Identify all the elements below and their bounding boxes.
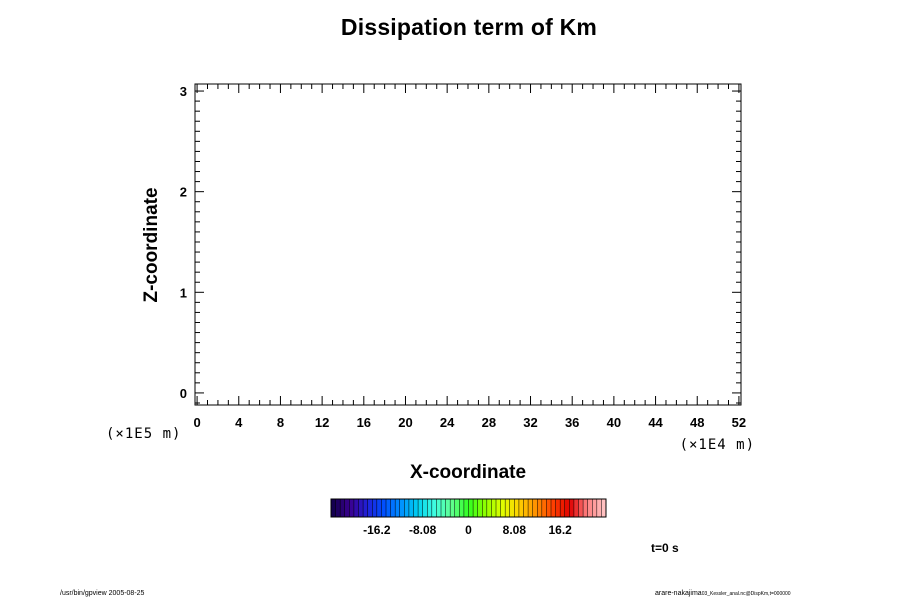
colorbar-cell bbox=[482, 499, 488, 517]
x-tick-label: 0 bbox=[193, 415, 200, 430]
colorbar-cell bbox=[587, 499, 593, 517]
colorbar-tick-label: 16.2 bbox=[548, 523, 572, 537]
colorbar-cell bbox=[399, 499, 405, 517]
colorbar-cell bbox=[445, 499, 451, 517]
colorbar-cell bbox=[404, 499, 410, 517]
colorbar-cell bbox=[376, 499, 382, 517]
colorbar-cell bbox=[459, 499, 465, 517]
colorbar-cell bbox=[596, 499, 602, 517]
colorbar-cell bbox=[335, 499, 341, 517]
colorbar-cell bbox=[418, 499, 424, 517]
colorbar-cell bbox=[344, 499, 350, 517]
colorbar-cell bbox=[372, 499, 378, 517]
colorbar-cell bbox=[537, 499, 543, 517]
colorbar-tick-label: 8.08 bbox=[503, 523, 527, 537]
colorbar-cell bbox=[541, 499, 547, 517]
colorbar-cell bbox=[601, 499, 607, 517]
x-tick-label: 40 bbox=[607, 415, 621, 430]
colorbar-cell bbox=[578, 499, 584, 517]
x-tick-label: 52 bbox=[732, 415, 746, 430]
x-tick-label: 28 bbox=[482, 415, 496, 430]
colorbar-cell bbox=[468, 499, 474, 517]
colorbar-cell bbox=[340, 499, 346, 517]
colorbar-tick-label: -16.2 bbox=[363, 523, 391, 537]
x-tick-label: 20 bbox=[398, 415, 412, 430]
colorbar-cell bbox=[427, 499, 433, 517]
footer-file-author: arare-nakajima bbox=[655, 590, 702, 597]
colorbar-cell bbox=[477, 499, 483, 517]
colorbar-cell bbox=[560, 499, 566, 517]
colorbar-cell bbox=[505, 499, 511, 517]
y-axis-title: Z-coordinate bbox=[141, 187, 162, 302]
x-tick-label: 12 bbox=[315, 415, 329, 430]
colorbar-cell bbox=[564, 499, 570, 517]
colorbar-cell bbox=[592, 499, 598, 517]
colorbar-cell bbox=[450, 499, 456, 517]
colorbar-cell bbox=[381, 499, 387, 517]
colorbar-cell bbox=[367, 499, 373, 517]
colorbar-cell bbox=[569, 499, 575, 517]
x-tick-label: 24 bbox=[440, 415, 455, 430]
colorbar-tick-label: -8.08 bbox=[409, 523, 437, 537]
x-axis-unit: (×1E4 m) bbox=[680, 437, 755, 453]
y-tick-label: 0 bbox=[180, 386, 187, 401]
colorbar-cell bbox=[514, 499, 520, 517]
x-tick-label: 36 bbox=[565, 415, 579, 430]
colorbar-cell bbox=[431, 499, 437, 517]
y-tick-label: 2 bbox=[180, 185, 187, 200]
x-tick-label: 8 bbox=[277, 415, 284, 430]
y-tick-label: 3 bbox=[180, 84, 187, 99]
y-axis-unit: (×1E5 m) bbox=[106, 426, 181, 442]
footer-file-info: arare-nakajima03_Kessler_anal.nc@DispKm,… bbox=[655, 590, 791, 597]
colorbar-cell bbox=[422, 499, 428, 517]
colorbar-tick-label: 0 bbox=[465, 523, 472, 537]
x-tick-label: 4 bbox=[235, 415, 243, 430]
colorbar-cell bbox=[395, 499, 401, 517]
colorbar-cell bbox=[390, 499, 396, 517]
colorbar-cell bbox=[573, 499, 579, 517]
colorbar-cell bbox=[500, 499, 506, 517]
colorbar-cell bbox=[491, 499, 497, 517]
y-tick-label: 1 bbox=[180, 285, 187, 300]
colorbar-cell bbox=[454, 499, 460, 517]
colorbar-cell bbox=[518, 499, 524, 517]
colorbar-cell bbox=[408, 499, 414, 517]
colorbar-cell bbox=[353, 499, 359, 517]
colorbar-cell bbox=[473, 499, 479, 517]
colorbar-cell bbox=[358, 499, 364, 517]
colorbar-cell bbox=[496, 499, 501, 517]
colorbar-cell bbox=[486, 499, 492, 517]
chart-title: Dissipation term of Km bbox=[340, 14, 598, 40]
time-label: t=0 s bbox=[651, 541, 679, 555]
colorbar-cell bbox=[363, 499, 369, 517]
colorbar-cell bbox=[546, 499, 552, 517]
colorbar-cell bbox=[413, 499, 419, 517]
colorbar-cell bbox=[528, 499, 534, 517]
x-tick-label: 48 bbox=[690, 415, 704, 430]
colorbar-cell bbox=[509, 499, 515, 517]
colorbar-frame bbox=[330, 498, 607, 518]
colorbar-cell bbox=[583, 499, 589, 517]
x-tick-label: 16 bbox=[357, 415, 371, 430]
colorbar-cell bbox=[441, 499, 446, 517]
footer-program-info: /usr/bin/gpview 2005-08-25 bbox=[60, 590, 145, 597]
colorbar-cell bbox=[463, 499, 469, 517]
footer-file-variable: 03_Kessler_anal.nc@DispKm,t=000000 bbox=[701, 591, 791, 597]
x-tick-label: 44 bbox=[648, 415, 663, 430]
colorbar-cell bbox=[436, 499, 442, 517]
colorbar-cell bbox=[551, 499, 556, 517]
colorbar-cell bbox=[532, 499, 538, 517]
plot-frame bbox=[194, 83, 742, 406]
colorbar-cell bbox=[386, 499, 391, 517]
colorbar-cell bbox=[349, 499, 355, 517]
colorbar-cell bbox=[523, 499, 529, 517]
x-tick-label: 32 bbox=[523, 415, 537, 430]
colorbar-cell bbox=[555, 499, 561, 517]
x-axis-title: X-coordinate bbox=[410, 462, 526, 483]
colorbar-cell bbox=[331, 499, 336, 517]
